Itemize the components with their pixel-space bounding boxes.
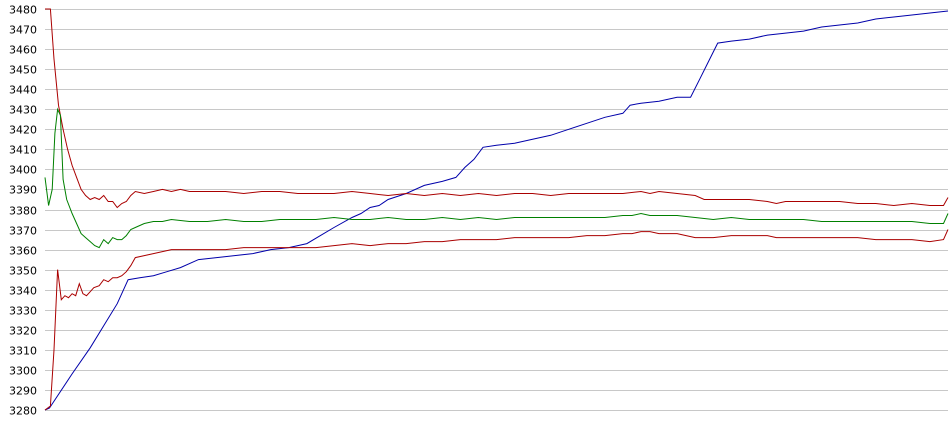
y-tick-label: 3300 bbox=[9, 365, 37, 378]
gridlines bbox=[45, 9, 948, 411]
y-tick-label: 3440 bbox=[9, 84, 37, 97]
y-tick-label: 3450 bbox=[9, 64, 37, 77]
y-tick-label: 3470 bbox=[9, 24, 37, 37]
y-tick-label: 3370 bbox=[9, 225, 37, 238]
y-axis-tick-labels: 3280 3290 3300 3310 3320 3330 3340 3350 3360 3370… bbox=[9, 4, 37, 418]
y-tick-label: 3360 bbox=[9, 245, 37, 258]
y-tick-label: 3290 bbox=[9, 385, 37, 398]
y-tick-label: 3460 bbox=[9, 44, 37, 57]
y-tick-label: 3410 bbox=[9, 144, 37, 157]
y-tick-label: 3400 bbox=[9, 164, 37, 177]
series-line-4 bbox=[44, 229, 949, 411]
y-tick-label: 3390 bbox=[9, 184, 37, 197]
y-tick-label: 3350 bbox=[9, 265, 37, 278]
y-tick-label: 3280 bbox=[9, 405, 37, 418]
series-line-1 bbox=[44, 10, 949, 411]
series-line-3 bbox=[44, 107, 949, 249]
y-tick-label: 3480 bbox=[9, 4, 37, 17]
y-tick-label: 3340 bbox=[9, 285, 37, 298]
y-tick-label: 3330 bbox=[9, 305, 37, 318]
y-tick-label: 3320 bbox=[9, 325, 37, 338]
series-lines bbox=[44, 8, 949, 411]
y-tick-label: 3310 bbox=[9, 345, 37, 358]
series-line-2 bbox=[45, 8, 949, 209]
y-tick-label: 3420 bbox=[9, 124, 37, 137]
y-tick-label: 3380 bbox=[9, 205, 37, 218]
y-tick-label: 3430 bbox=[9, 104, 37, 117]
